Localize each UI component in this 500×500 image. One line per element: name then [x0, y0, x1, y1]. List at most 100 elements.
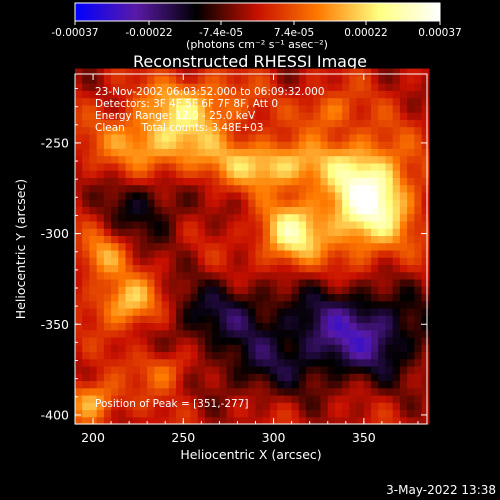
heatmap-cell — [233, 358, 242, 367]
heatmap-cell — [356, 329, 365, 338]
heatmap-cell — [327, 351, 336, 360]
heatmap-cell — [161, 278, 170, 287]
heatmap-cell — [269, 199, 278, 207]
heatmap-cell — [334, 170, 343, 178]
heatmap-cell — [356, 242, 365, 251]
heatmap-cell — [212, 264, 221, 273]
heatmap-cell — [320, 300, 329, 309]
heatmap-cell — [147, 220, 156, 229]
heatmap-cell — [147, 126, 156, 135]
heatmap-cell — [262, 133, 271, 142]
heatmap-cell — [132, 300, 141, 309]
heatmap-cell — [176, 220, 184, 229]
heatmap-cell — [334, 344, 343, 353]
heatmap-cell — [342, 264, 350, 273]
heatmap-cell — [313, 104, 322, 113]
heatmap-cell — [176, 170, 184, 178]
heatmap-cell — [204, 133, 213, 142]
heatmap-cell — [255, 416, 264, 425]
heatmap-cell — [111, 119, 119, 128]
heatmap-cell — [154, 293, 163, 302]
heatmap-cell — [399, 191, 408, 200]
heatmap-cell — [313, 220, 322, 229]
heatmap-cell — [176, 380, 184, 389]
heatmap-cell — [262, 307, 271, 316]
heatmap-cell — [262, 235, 271, 244]
heatmap-cell — [363, 220, 372, 229]
heatmap-cell — [96, 336, 105, 345]
heatmap-cell — [89, 228, 98, 236]
heatmap-cell — [183, 264, 192, 273]
heatmap-cell — [269, 90, 278, 99]
heatmap-cell — [269, 249, 278, 258]
heatmap-cell — [291, 170, 300, 178]
heatmap-cell — [89, 184, 98, 193]
heatmap-cell — [226, 228, 235, 236]
heatmap-cell — [313, 213, 322, 222]
heatmap-cell — [118, 220, 127, 229]
heatmap-cell — [291, 271, 300, 280]
heatmap-cell — [313, 402, 322, 411]
heatmap-cell — [255, 75, 264, 84]
heatmap-cell — [320, 148, 329, 157]
heatmap-cell — [111, 170, 119, 178]
heatmap-cell — [82, 104, 91, 113]
heatmap-cell — [298, 351, 307, 360]
heatmap-cell — [161, 83, 170, 91]
heatmap-cell — [356, 344, 365, 353]
heatmap-cell — [421, 162, 430, 171]
heatmap-cell — [342, 220, 350, 229]
heatmap-cell — [320, 380, 329, 389]
heatmap-cell — [414, 220, 423, 229]
heatmap-cell — [233, 344, 242, 353]
heatmap-cell — [190, 104, 199, 113]
heatmap-cell — [111, 315, 119, 324]
heatmap-cell — [233, 235, 242, 244]
heatmap-cell — [298, 307, 307, 316]
heatmap-cell — [96, 394, 105, 403]
heatmap-cell — [378, 220, 387, 229]
heatmap-cell — [147, 177, 156, 186]
heatmap-cell — [103, 365, 112, 374]
heatmap-cell — [356, 365, 365, 374]
heatmap-cell — [421, 126, 430, 135]
heatmap-cell — [197, 278, 206, 287]
heatmap-cell — [334, 119, 343, 128]
heatmap-cell — [306, 329, 314, 338]
heatmap-cell — [313, 293, 322, 302]
heatmap-cell — [132, 402, 141, 411]
heatmap-cell — [212, 286, 221, 295]
heatmap-cell — [371, 336, 379, 345]
heatmap-cell — [168, 307, 177, 316]
heatmap-cell — [96, 235, 105, 244]
heatmap-cell — [103, 104, 112, 113]
heatmap-cell — [204, 177, 213, 186]
heatmap-cell — [96, 286, 105, 295]
heatmap-cell — [212, 68, 221, 77]
heatmap-cell — [139, 409, 148, 418]
heatmap-cell — [298, 344, 307, 353]
heatmap-cell — [349, 322, 358, 331]
x-axis-label: Heliocentric X (arcsec) — [180, 447, 321, 462]
heatmap-cell — [313, 83, 322, 91]
heatmap-cell — [291, 242, 300, 251]
heatmap-cell — [176, 394, 184, 403]
heatmap-cell — [154, 220, 163, 229]
heatmap-cell — [277, 235, 285, 244]
heatmap-cell — [342, 104, 350, 113]
heatmap-cell — [349, 133, 358, 142]
heatmap-cell — [212, 387, 221, 396]
heatmap-cell — [125, 315, 134, 324]
heatmap-cell — [306, 191, 314, 200]
heatmap-cell — [334, 75, 343, 84]
heatmap-cell — [125, 191, 134, 200]
heatmap-cell — [291, 126, 300, 135]
heatmap-cell — [241, 358, 249, 367]
heatmap-cell — [255, 409, 264, 418]
heatmap-cell — [154, 75, 163, 84]
heatmap-cell — [414, 177, 423, 186]
heatmap-cell — [349, 278, 358, 287]
heatmap-cell — [378, 249, 387, 258]
heatmap-cell — [327, 373, 336, 382]
heatmap-cell — [291, 315, 300, 324]
